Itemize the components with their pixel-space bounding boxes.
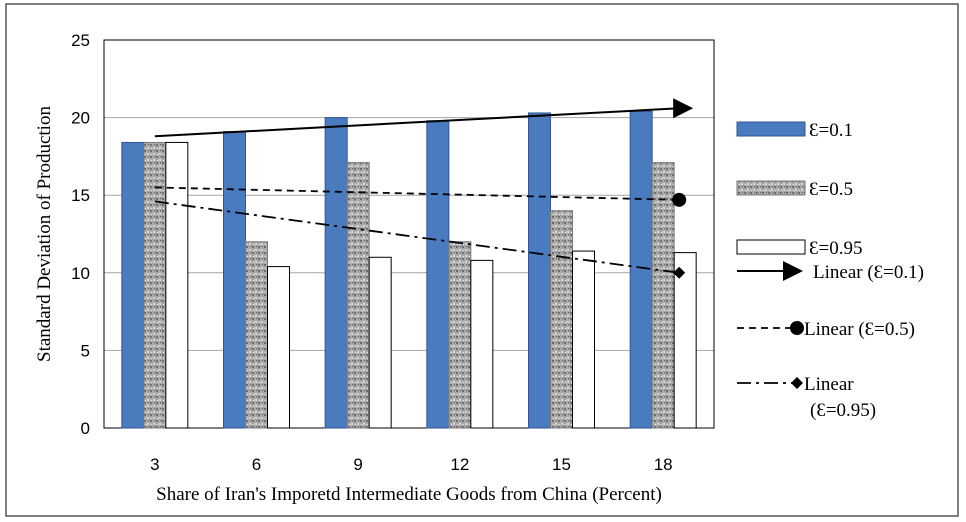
legend-swatch-3 (736, 239, 806, 255)
legend-label-line2: (Ɛ=0.95) (810, 400, 876, 421)
y-tick-label: 5 (81, 341, 90, 360)
trendlines (154, 98, 694, 279)
bar-3-18 (673, 252, 697, 429)
bar-1-6 (223, 131, 246, 429)
legend-trend-marker-3 (791, 377, 803, 389)
bar-1-18 (629, 110, 653, 429)
bar-1-9 (324, 117, 348, 429)
x-tick-label: 18 (654, 455, 673, 474)
bar-3-15 (572, 250, 595, 429)
legend-label: Ɛ=0.5 (809, 179, 853, 200)
bar-3-9 (368, 256, 392, 429)
bar-1-12 (426, 120, 450, 429)
x-tick-labels: 3 6 9 12 15 18 (150, 455, 673, 474)
legend-label: Linear (Ɛ=0.5) (804, 319, 915, 340)
bar-2-15 (550, 210, 573, 429)
trendline-marker-1 (673, 98, 694, 119)
bar-1-15 (528, 112, 551, 429)
legend: Ɛ=0.1 Ɛ=0.5 Ɛ=0.95 Linear (Ɛ=0.1) Linear (Ɛ=… (736, 120, 924, 421)
y-tick-label: 20 (71, 109, 90, 128)
y-tick-labels: 0 5 10 15 20 25 (71, 31, 90, 438)
x-tick-label: 3 (150, 455, 159, 474)
x-tick-label: 9 (353, 455, 362, 474)
y-tick-label: 25 (71, 31, 90, 50)
y-axis-title: Standard Deviation of Production (34, 106, 55, 362)
legend-trend-marker-1 (783, 261, 803, 281)
y-tick-label: 0 (81, 419, 90, 438)
bar-2-3 (143, 141, 167, 429)
legend-swatch-2 (736, 180, 806, 196)
trendline-marker-2 (672, 192, 687, 207)
gridlines (104, 117, 714, 351)
legend-label: Ɛ=0.95 (809, 238, 862, 259)
x-tick-label: 6 (252, 455, 261, 474)
trendline-2 (154, 186, 680, 201)
y-tick-label: 10 (71, 264, 90, 283)
x-axis-title: Share of Iran's Imporetd Intermediate Go… (156, 484, 662, 505)
bar-3-3 (165, 141, 189, 429)
trendline-marker-3 (673, 266, 686, 279)
bar-3-12 (470, 259, 494, 429)
bar-2-12 (448, 241, 472, 429)
legend-trend-marker-2 (790, 321, 804, 335)
bar-2-18 (651, 162, 675, 429)
bars (121, 110, 697, 429)
y-tick-label: 15 (71, 186, 90, 205)
legend-label: Linear (804, 374, 854, 395)
trendline-1 (154, 107, 680, 138)
trendline-3 (154, 200, 680, 274)
x-tick-label: 15 (552, 455, 571, 474)
bar-2-9 (346, 162, 370, 429)
bar-1-3 (121, 141, 145, 429)
plot-area (103, 39, 715, 429)
bar-2-6 (245, 241, 268, 429)
legend-label: Ɛ=0.1 (809, 120, 853, 141)
x-tick-label: 12 (450, 455, 469, 474)
legend-swatch-1 (736, 121, 806, 137)
legend-label: Linear (Ɛ=0.1) (813, 262, 924, 283)
bar-3-6 (267, 266, 290, 429)
